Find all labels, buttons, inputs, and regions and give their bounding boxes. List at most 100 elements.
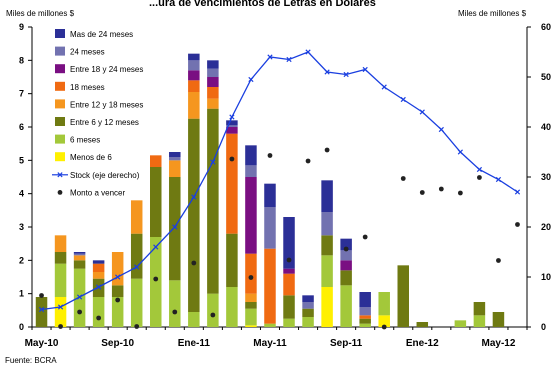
bar-segment-entre-6-y-12-meses: [416, 322, 429, 327]
stock-point: [38, 306, 45, 313]
bar-segment-entre-6-y-12-meses: [188, 118, 200, 313]
legend-label: Menos de 6: [70, 153, 112, 162]
bar-segment-mas-de-24-meses: [73, 252, 86, 254]
bar-segment-menos-de-6: [378, 315, 390, 327]
monto-dot: [58, 324, 63, 329]
bar-segment-24-meses: [302, 302, 314, 309]
monto-dot: [419, 190, 425, 195]
y-left-tick-label: 8: [19, 55, 24, 65]
bar-segment-24-meses: [340, 250, 352, 261]
x-tick-label: Ene-11: [178, 338, 211, 349]
stock-point: [210, 159, 216, 165]
stock-point: [96, 284, 102, 290]
bar-segment-6-meses: [245, 308, 257, 326]
bar-segment-18-meses: [188, 80, 200, 92]
legend-swatch-entre-18-y-24-meses: [55, 64, 65, 74]
bar-segment-entre-12-y-18-meses: [188, 92, 200, 119]
x-tick-label: Ene-12: [406, 338, 439, 349]
bar-segment-24-meses: [207, 68, 219, 77]
bar-segment-18-meses: [283, 273, 295, 296]
bar-segment-mas-de-24-meses: [264, 183, 276, 207]
monto-dot: [381, 324, 387, 330]
monto-dot: [324, 147, 330, 153]
bar-segment-6-meses: [340, 285, 352, 327]
legend-label: Mas de 24 meses: [70, 30, 133, 39]
bar-segment-6-meses: [359, 323, 371, 327]
bar-segment-mas-de-24-meses: [340, 238, 352, 251]
legend-label: Stock (eje derecho): [70, 171, 140, 180]
x-tick-label: May-12: [481, 338, 515, 349]
monto-dot: [153, 276, 159, 282]
stock-point: [362, 66, 368, 73]
monto-dot: [248, 275, 254, 280]
stock-point: [419, 109, 425, 115]
stock-point: [400, 96, 406, 103]
bar-segment-entre-6-y-12-meses: [397, 265, 409, 327]
bar-segment-6-meses: [283, 318, 295, 327]
bar-segment-6-meses: [111, 297, 124, 327]
x-tick-label: May-11: [253, 338, 287, 349]
legend-swatch-entre-6-y-12-meses: [55, 117, 65, 126]
stock-line-group: [38, 49, 521, 313]
stock-point: [57, 304, 64, 310]
y-right-tick-label: 20: [541, 222, 551, 232]
bar-segment-entre-18-y-24-meses: [207, 77, 219, 87]
source-note: Fuente: BCRA: [5, 356, 57, 365]
y-left-tick-label: 5: [19, 155, 24, 165]
bar-segment-entre-18-y-24-meses: [245, 177, 257, 254]
legend-label: Entre 6 y 12 meses: [70, 118, 139, 127]
bar-segment-mas-de-24-meses: [92, 260, 105, 264]
bar-segment-24-meses: [73, 253, 86, 256]
bar-segment-18-meses: [359, 315, 371, 319]
bar-segment-24-meses: [169, 157, 181, 161]
monto-dot: [362, 234, 368, 240]
monto-dot: [39, 293, 44, 298]
y-right-tick-label: 10: [541, 272, 551, 282]
bar-segment-6-meses: [130, 278, 143, 327]
bar-segment-6-meses: [207, 293, 219, 327]
bar-segment-6-meses: [264, 323, 276, 327]
bar-segment-entre-6-y-12-meses: [359, 318, 371, 324]
bar-segment-6-meses: [92, 297, 105, 327]
bar-segment-18-meses: [226, 133, 238, 234]
bar-segment-18-meses: [92, 263, 105, 272]
monto-dot: [172, 309, 178, 315]
legend-label: 24 meses: [70, 48, 105, 57]
y-axis-right-label: Miles de millones $: [458, 9, 527, 18]
monto-dot: [229, 156, 235, 162]
legend: Mas de 24 meses 24 meses Entre 18 y 24 mes…: [52, 29, 143, 197]
legend-label: 6 meses: [70, 136, 100, 145]
stock-point: [286, 56, 292, 63]
y-left-tick-label: 3: [19, 222, 24, 232]
x-tick-label: Sep-10: [101, 338, 134, 349]
bar-segment-entre-6-y-12-meses: [111, 285, 124, 297]
bar-segment-6-meses: [454, 320, 467, 327]
monto-dot: [515, 222, 520, 227]
bar-segment-entre-12-y-18-meses: [54, 235, 67, 252]
y-right-tick-label: 0: [541, 322, 546, 332]
bar-segment-mas-de-24-meses: [283, 217, 295, 269]
bar-segment-entre-6-y-12-meses: [245, 302, 257, 309]
bar-segment-entre-6-y-12-meses: [302, 308, 314, 317]
stock-point: [457, 149, 463, 155]
legend-swatch-18-meses: [55, 81, 65, 91]
bar-segment-menos-de-6: [54, 297, 67, 327]
monto-dot: [343, 246, 349, 252]
y-right-tick-label: 60: [541, 22, 551, 32]
monto-dot: [191, 260, 197, 266]
stock-point: [324, 69, 330, 75]
bar-segment-entre-18-y-24-meses: [283, 268, 295, 274]
bar-segment-entre-6-y-12-meses: [340, 270, 352, 286]
stock-point: [343, 71, 349, 78]
monto-dot: [496, 258, 501, 263]
bar-segment-entre-6-y-12-meses: [207, 108, 219, 294]
bar-segment-entre-12-y-18-meses: [245, 293, 257, 302]
monto-dot: [286, 257, 292, 263]
bar-segment-18-meses: [150, 155, 162, 167]
stock-point: [305, 49, 311, 55]
stock-point: [153, 244, 159, 250]
y-left-tick-label: 2: [19, 255, 24, 265]
bar-segment-6-meses: [302, 317, 314, 327]
bar-segment-6-meses: [473, 315, 486, 327]
legend-label: Monto a vencer: [70, 188, 125, 197]
